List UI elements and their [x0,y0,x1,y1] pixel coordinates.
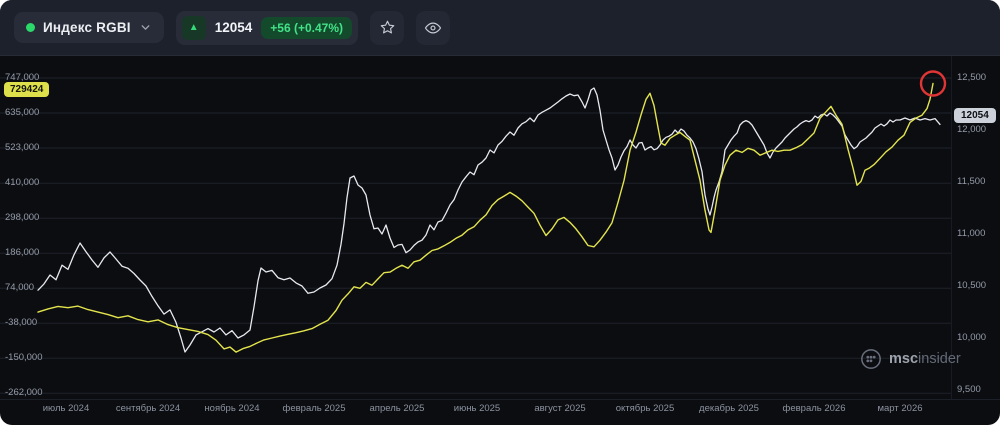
chevron-down-icon [139,21,152,34]
instrument-name: Индекс RGBI [43,20,131,35]
instrument-status-dot [26,23,35,32]
x-axis-separator [0,399,1000,400]
highlight-circle-annotation [919,70,947,97]
price-pill: ▲ 12054 +56 (+0.47%) [175,10,358,45]
star-icon [380,20,394,34]
yellow-series-line [37,82,934,353]
right-axis-separator [951,56,952,399]
chart-toolbar: Индекс RGBI ▲ 12054 +56 (+0.47%) [0,0,1000,56]
last-price: 12054 [214,20,253,35]
instrument-selector[interactable]: Индекс RGBI [14,12,164,43]
favorite-star-button[interactable] [370,10,404,45]
eye-icon [424,22,442,33]
change-badge: +56 (+0.47%) [261,16,352,39]
white-series-line [37,87,941,353]
trend-up-icon: ▲ [181,15,206,40]
watch-eye-button[interactable] [416,10,450,45]
